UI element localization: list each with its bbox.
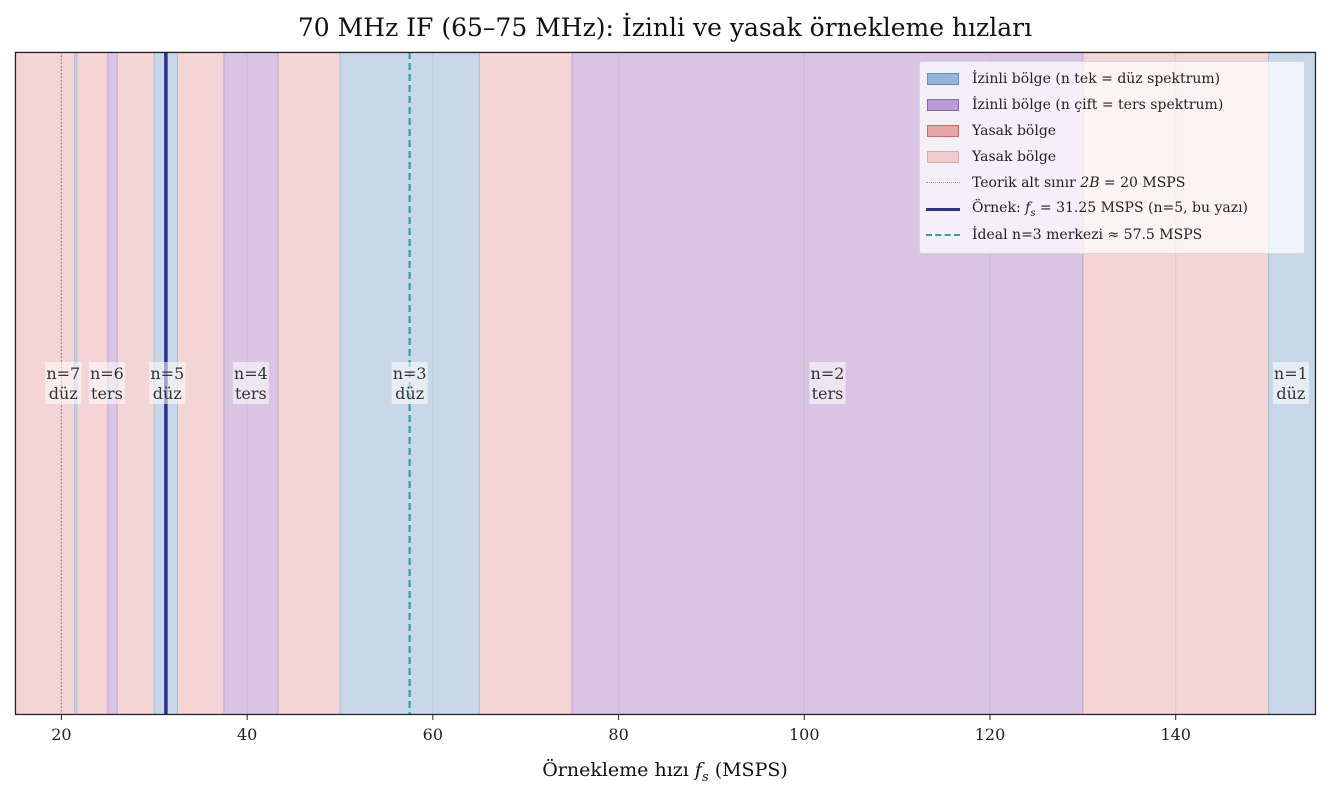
legend-item-1: İzinli bölge (n çift = ters spektrum) [920, 93, 1223, 117]
legend-item-6: İdeal n=3 merkezi ≈ 57.5 MSPS [920, 223, 1202, 247]
zone-n-label: n=2 [811, 364, 845, 383]
legend-line-key [926, 202, 960, 216]
x-axis-label: Örnekleme hızı fs (MSPS) [15, 759, 1315, 785]
chart-title: 70 MHz IF (65–75 MHz): İzinli ve yasak ö… [297, 13, 1033, 42]
legend-label: İzinli bölge (n tek = düz spektrum) [972, 71, 1221, 87]
zone-label-bg [232, 362, 269, 404]
zone-label-bg [1272, 362, 1309, 404]
zone-label-bg [809, 362, 846, 404]
zone-spectrum-label: düz [49, 384, 78, 403]
legend-line-key [926, 228, 960, 242]
x-axis-label-unit: (MSPS) [714, 759, 788, 781]
legend-swatch [927, 73, 959, 85]
zone-n-label: n=5 [150, 364, 184, 383]
x-tick-label-40: 40 [237, 725, 257, 744]
legend-item-4: Teorik alt sınır 2B = 20 MSPS [920, 171, 1185, 195]
zone-label-bg [149, 362, 186, 404]
x-tick-label-100: 100 [789, 725, 820, 744]
legend-item-0: İzinli bölge (n tek = düz spektrum) [920, 67, 1220, 91]
zone-label-bg [88, 362, 125, 404]
x-axis-label-symbol: f [694, 759, 702, 781]
zone-n-label: n=6 [90, 364, 124, 383]
x-tick-label-80: 80 [608, 725, 628, 744]
zone-spectrum-label: ters [235, 384, 267, 403]
x-axis-label-subscript: s [701, 769, 709, 785]
zone-label-bg [45, 362, 82, 404]
legend-item-5: Örnek: fs = 31.25 MSPS (n=5, bu yazı) [920, 197, 1248, 221]
legend-swatch [927, 99, 959, 111]
zone-n-label: n=3 [393, 364, 427, 383]
zone-n-label: n=1 [1274, 364, 1308, 383]
x-axis-label-text: Örnekleme hızı [542, 759, 689, 781]
legend-label: Teorik alt sınır 2B = 20 MSPS [972, 175, 1186, 191]
x-tick-label-20: 20 [51, 725, 71, 744]
legend: İzinli bölge (n tek = düz spektrum) İzinl… [919, 61, 1305, 254]
legend-swatch [927, 125, 959, 137]
legend-label: Yasak bölge [972, 123, 1057, 139]
forbidden-zone-4 [277, 51, 341, 715]
x-tick-label-120: 120 [975, 725, 1006, 744]
plot-frame [14, 51, 1317, 716]
legend-item-2: Yasak bölge [920, 119, 1056, 143]
legend-label: İzinli bölge (n çift = ters spektrum) [972, 97, 1224, 113]
zone-spectrum-label: düz [1276, 384, 1305, 403]
zone-n-label: n=7 [46, 364, 80, 383]
legend-label: İdeal n=3 merkezi ≈ 57.5 MSPS [972, 227, 1203, 243]
legend-item-3: Yasak bölge [920, 145, 1056, 169]
zone-n-label: n=4 [234, 364, 268, 383]
forbidden-zone-5 [478, 51, 573, 715]
zone-spectrum-label: düz [395, 384, 424, 403]
zone-spectrum-label: ters [91, 384, 123, 403]
legend-swatch [927, 151, 959, 163]
x-tick-label-60: 60 [423, 725, 443, 744]
legend-label: Örnek: fs = 31.25 MSPS (n=5, bu yazı) [972, 199, 1249, 219]
zone-spectrum-label: ters [812, 384, 844, 403]
legend-label: Yasak bölge [972, 149, 1057, 165]
zone-spectrum-label: düz [153, 384, 182, 403]
legend-line-key [926, 176, 960, 190]
zone-label-bg [391, 362, 428, 404]
x-tick-label-140: 140 [1160, 725, 1191, 744]
